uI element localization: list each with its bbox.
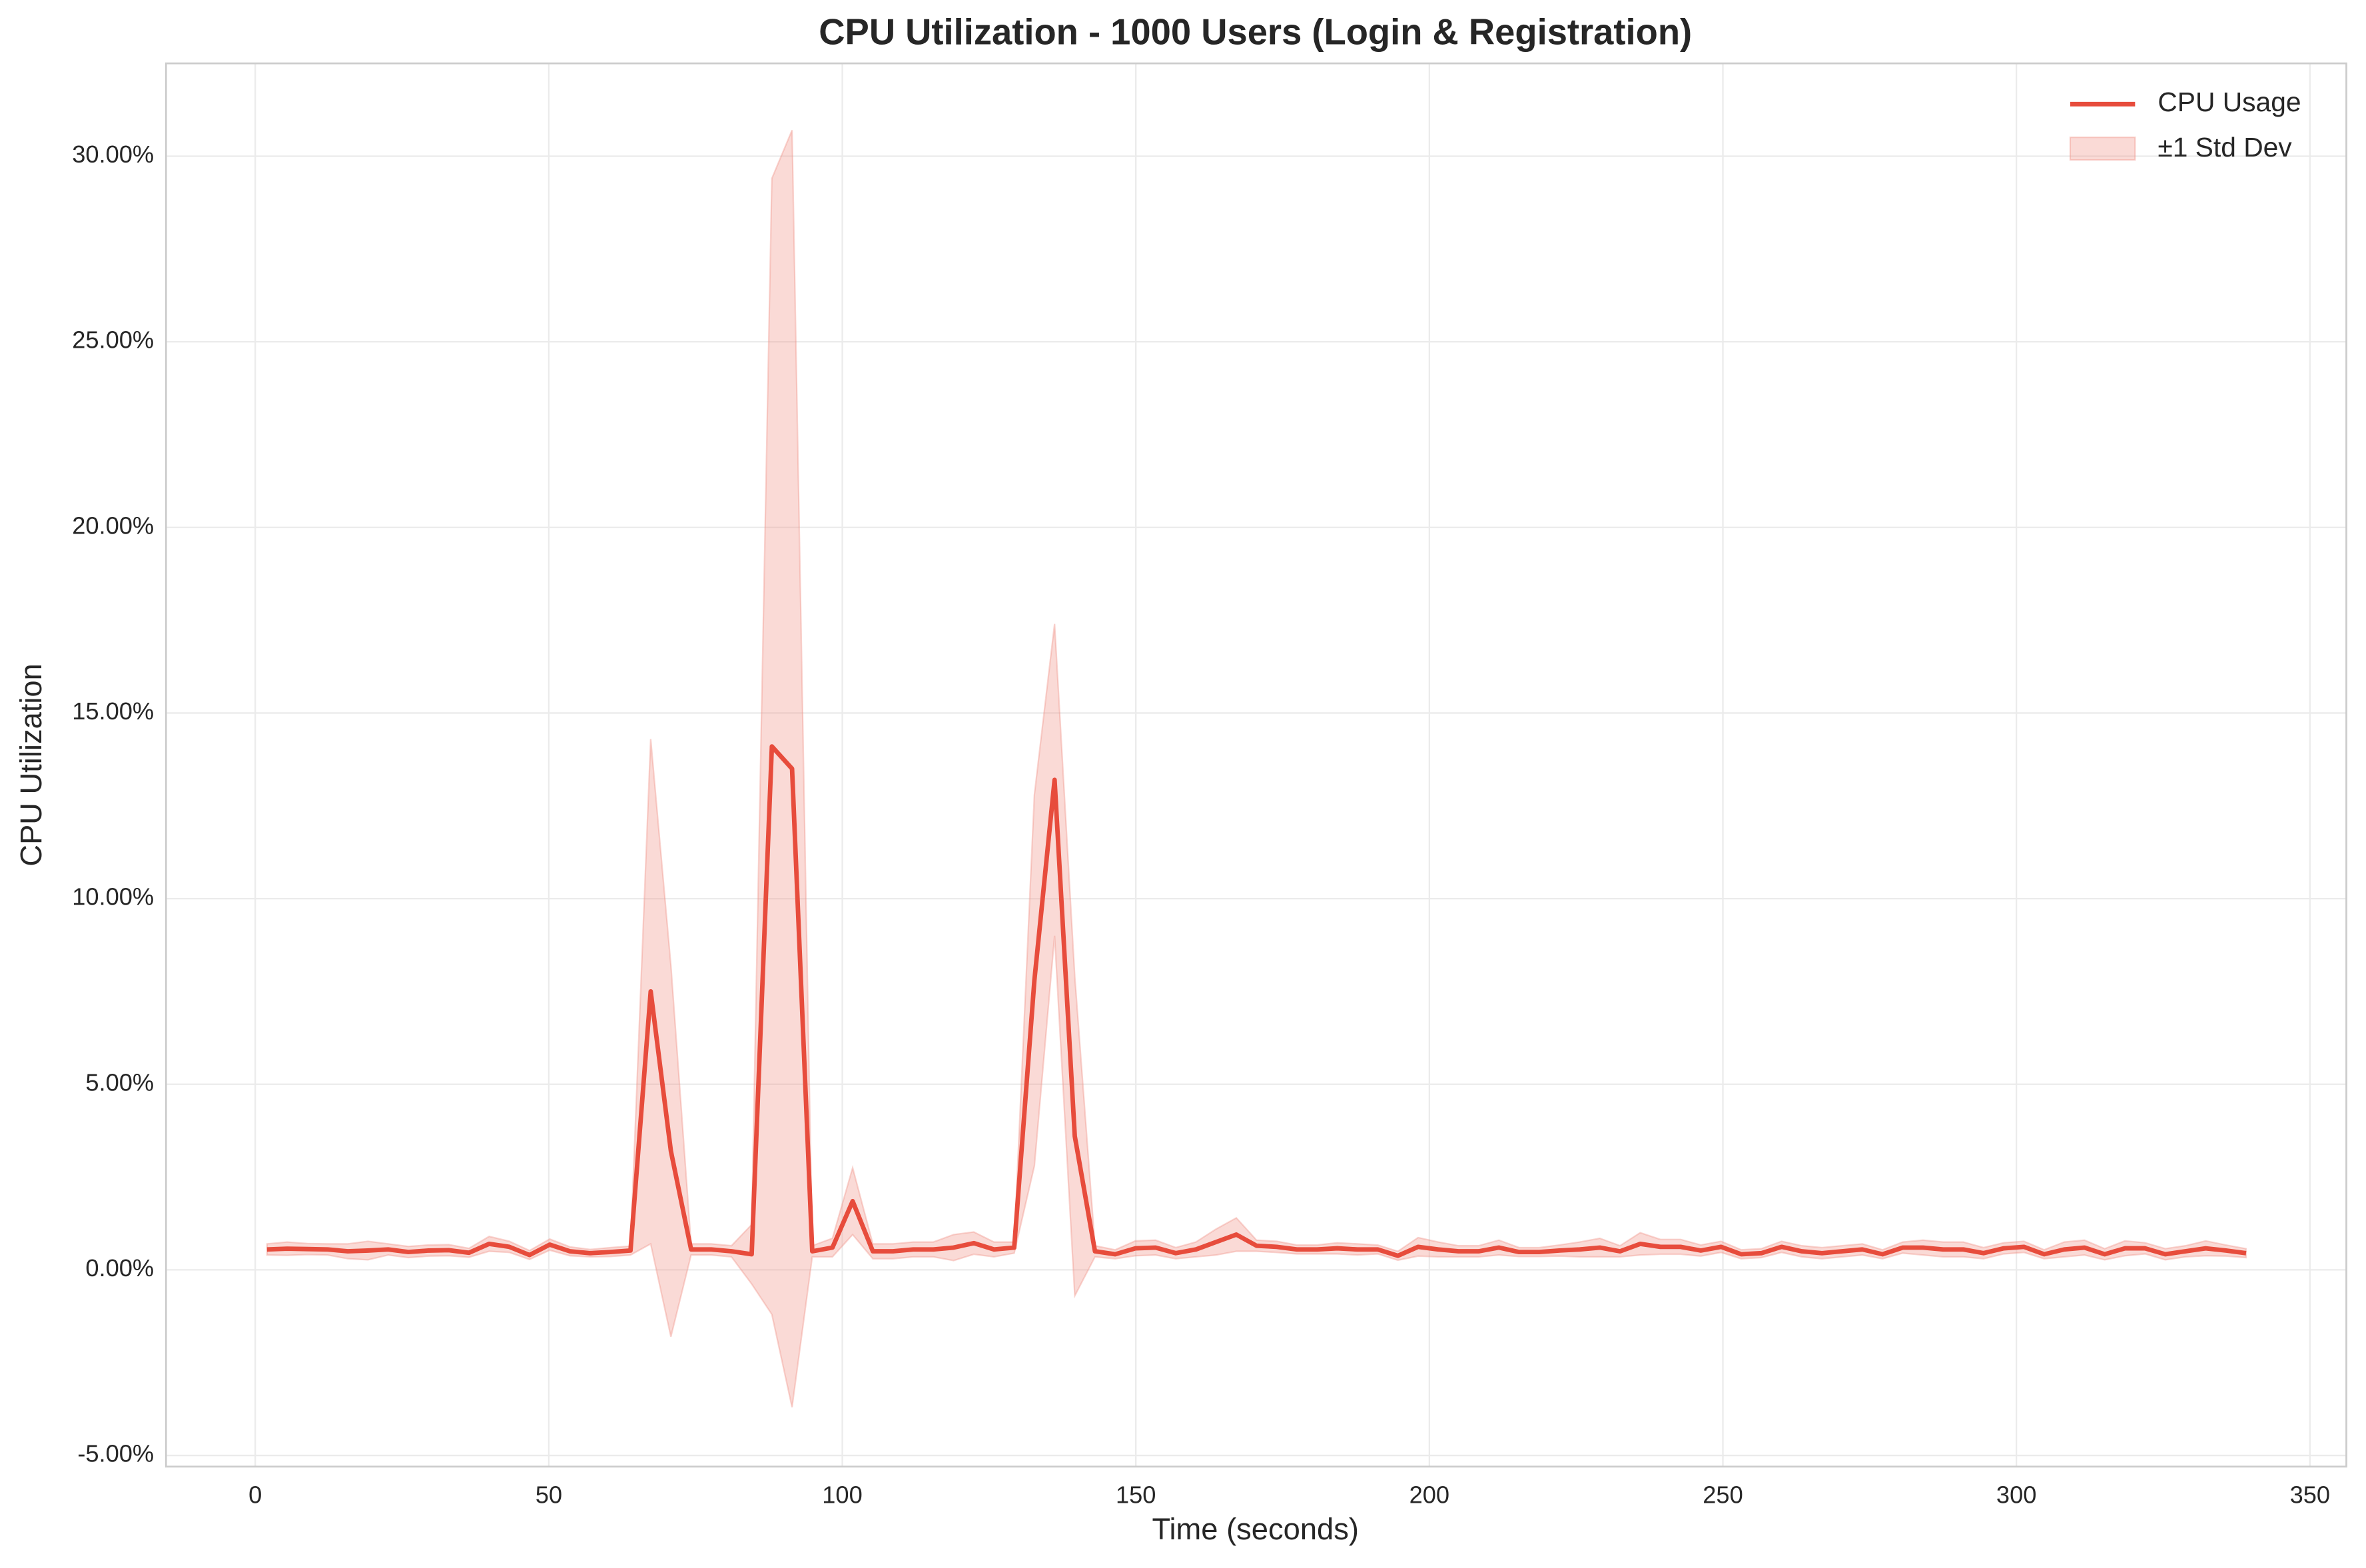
- chart-title: CPU Utilization - 1000 Users (Login & Re…: [819, 11, 1692, 52]
- x-tick-label: 250: [1703, 1481, 1743, 1509]
- legend-patch: [2069, 137, 2136, 161]
- y-tick-label: 20.00%: [72, 512, 154, 539]
- plot-frame: [165, 62, 2347, 1468]
- y-tick-label: 30.00%: [72, 141, 154, 168]
- legend-label: CPU Usage: [2158, 87, 2301, 117]
- x-tick-label: 150: [1116, 1481, 1156, 1509]
- x-tick-label: 50: [536, 1481, 562, 1509]
- x-tick-label: 100: [822, 1481, 862, 1509]
- x-tick-label: 200: [1409, 1481, 1449, 1509]
- y-tick-label: 0.00%: [85, 1254, 154, 1282]
- y-axis-label: CPU Utilization: [14, 663, 48, 867]
- y-tick-label: 15.00%: [72, 697, 154, 725]
- x-axis-label: Time (seconds): [1152, 1512, 1359, 1546]
- x-tick-label: 0: [248, 1481, 262, 1509]
- y-tick-label: -5.00%: [77, 1440, 154, 1467]
- std-band: [266, 130, 2247, 1407]
- y-tick-label: 10.00%: [72, 883, 154, 911]
- cpu-line: [266, 744, 2247, 1258]
- x-tick-label: 300: [1996, 1481, 2036, 1509]
- y-tick-label: 5.00%: [85, 1068, 154, 1096]
- legend-label: ±1 Std Dev: [2158, 132, 2292, 163]
- y-tick-label: 25.00%: [72, 326, 154, 354]
- x-tick-label: 350: [2290, 1481, 2330, 1509]
